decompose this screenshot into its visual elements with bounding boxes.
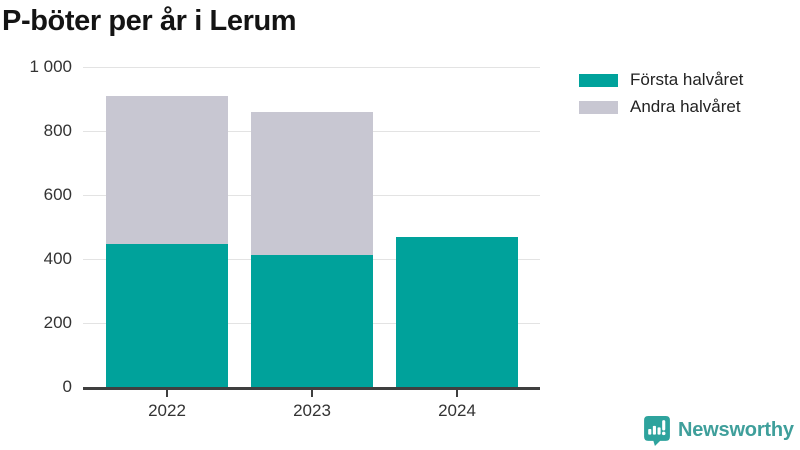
legend-item-first-half: Första halvåret [579, 70, 743, 90]
bar-2022-first-half [106, 244, 228, 387]
x-axis-label-2023: 2023 [293, 401, 331, 420]
x-axis-tick-2024 [456, 390, 458, 397]
x-axis-tick-2023 [311, 390, 313, 397]
legend: Första halvåret Andra halvåret [579, 70, 743, 124]
x-axis-label-2022: 2022 [148, 401, 186, 420]
y-axis-label-400: 400 [43, 249, 72, 268]
legend-swatch-second-half [579, 100, 618, 114]
legend-label-first-half: Första halvåret [630, 70, 744, 89]
x-axis-label-2024: 2024 [438, 401, 476, 420]
newsworthy-logo: Newsworthy [643, 415, 794, 446]
chart-title: P-böter per år i Lerum [2, 5, 297, 37]
bar-2023-second-half [251, 111, 373, 255]
legend-item-second-half: Andra halvåret [579, 97, 743, 117]
y-axis-label-200: 200 [43, 313, 72, 332]
x-axis-line [83, 387, 540, 390]
y-axis-label-800: 800 [43, 121, 72, 140]
bar-2022-second-half [106, 95, 228, 245]
legend-label-second-half: Andra halvåret [630, 97, 741, 116]
y-axis-label-0: 0 [62, 377, 72, 396]
x-axis-tick-2022 [166, 390, 168, 397]
bar-2024-first-half [396, 237, 518, 387]
legend-swatch-first-half [579, 73, 618, 87]
newsworthy-wordmark: Newsworthy [678, 419, 794, 441]
y-axis-label-1000: 1 000 [29, 57, 72, 76]
bar-2023-first-half [251, 254, 373, 387]
newsworthy-bubble-chart-icon [644, 416, 670, 446]
plot-area: 0 200 400 600 800 1 000 2022 2023 2024 [29, 57, 540, 420]
y-axis-label-600: 600 [43, 185, 72, 204]
gridline-1000 [83, 66, 540, 68]
